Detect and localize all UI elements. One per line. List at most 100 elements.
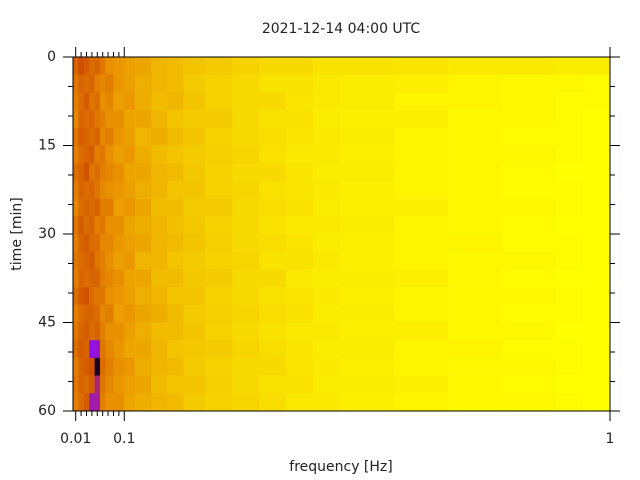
heatmap-cell [113, 74, 125, 93]
heatmap-cell [232, 216, 260, 235]
heatmap-cell [502, 375, 557, 394]
heatmap-cell [448, 393, 503, 412]
heatmap-cell [78, 357, 85, 376]
heatmap [73, 57, 611, 412]
heatmap-cell [78, 304, 85, 323]
heatmap-cell [448, 375, 503, 394]
heatmap-cell [259, 340, 287, 359]
heatmap-cell [83, 198, 90, 217]
heatmap-cell [89, 340, 95, 359]
heatmap-cell [135, 393, 152, 412]
heatmap-cell [394, 322, 449, 341]
heatmap-cell [151, 234, 168, 252]
heatmap-cell [94, 375, 101, 394]
heatmap-cell [83, 393, 90, 412]
heatmap-cell [286, 57, 314, 75]
heatmap-cell [113, 393, 125, 412]
heatmap-cell [556, 322, 584, 341]
heatmap-cell [99, 287, 106, 306]
heatmap-cell [94, 234, 101, 252]
heatmap-cell [448, 110, 503, 129]
heatmap-cell [448, 163, 503, 182]
heatmap-cell [583, 127, 611, 146]
heatmap-cell [124, 180, 136, 199]
heatmap-cell [183, 234, 206, 252]
heatmap-cell [89, 375, 95, 394]
heatmap-cell [89, 163, 95, 182]
heatmap-cell [151, 357, 168, 376]
heatmap-cell [205, 269, 233, 288]
heatmap-cell [232, 198, 260, 217]
heatmap-cell [135, 180, 152, 199]
heatmap-cell [89, 393, 95, 412]
heatmap-cell [286, 216, 314, 235]
heatmap-cell [583, 251, 611, 270]
heatmap-cell [135, 110, 152, 129]
heatmap-cell [340, 163, 395, 182]
heatmap-cell [124, 357, 136, 376]
heatmap-cell [340, 287, 395, 306]
heatmap-cell [99, 304, 106, 323]
heatmap-cell [83, 145, 90, 164]
heatmap-cell [183, 216, 206, 235]
heatmap-cell [313, 198, 341, 217]
heatmap-cell [556, 57, 584, 75]
heatmap-cell [286, 393, 314, 412]
heatmap-cell [340, 322, 395, 341]
heatmap-cell [135, 304, 152, 323]
heatmap-cell [167, 127, 184, 146]
heatmap-cell [556, 375, 584, 394]
heatmap-cell [105, 216, 114, 235]
heatmap-cell [448, 127, 503, 146]
heatmap-cell [94, 216, 101, 235]
heatmap-cell [259, 304, 287, 323]
heatmap-cell [113, 163, 125, 182]
heatmap-cell [313, 251, 341, 270]
heatmap-cell [286, 357, 314, 376]
heatmap-cell [183, 357, 206, 376]
heatmap-cell [556, 340, 584, 359]
heatmap-cell [78, 163, 85, 182]
heatmap-cell [73, 216, 79, 235]
heatmap-cell [313, 357, 341, 376]
heatmap-cell [313, 269, 341, 288]
heatmap-cell [78, 340, 85, 359]
heatmap-cell [259, 322, 287, 341]
y-tick-label: 0 [47, 49, 56, 65]
heatmap-cell [502, 322, 557, 341]
heatmap-cell [99, 393, 106, 412]
heatmap-cell [99, 322, 106, 341]
heatmap-cell [78, 180, 85, 199]
heatmap-cell [113, 92, 125, 111]
heatmap-cell [83, 234, 90, 252]
heatmap-cell [113, 110, 125, 129]
heatmap-cell [151, 145, 168, 164]
heatmap-cell [556, 357, 584, 376]
heatmap-cell [94, 127, 101, 146]
heatmap-cell [205, 340, 233, 359]
heatmap-cell [259, 92, 287, 111]
heatmap-cell [259, 127, 287, 146]
heatmap-cell [205, 163, 233, 182]
heatmap-cell [259, 287, 287, 306]
heatmap-cell [394, 340, 449, 359]
heatmap-cell [73, 198, 79, 217]
heatmap-cell [83, 251, 90, 270]
heatmap-cell [259, 145, 287, 164]
heatmap-cell [232, 375, 260, 394]
heatmap-cell [183, 74, 206, 93]
heatmap-cell [205, 180, 233, 199]
heatmap-cell [448, 269, 503, 288]
heatmap-cell [286, 198, 314, 217]
heatmap-cell [394, 198, 449, 217]
heatmap-cell [105, 304, 114, 323]
heatmap-cell [286, 163, 314, 182]
heatmap-cell [124, 287, 136, 306]
heatmap-cell [583, 269, 611, 288]
heatmap-cell [151, 163, 168, 182]
heatmap-cell [232, 145, 260, 164]
heatmap-cell [113, 322, 125, 341]
heatmap-cell [394, 357, 449, 376]
heatmap-cell [124, 127, 136, 146]
heatmap-cell [105, 393, 114, 412]
